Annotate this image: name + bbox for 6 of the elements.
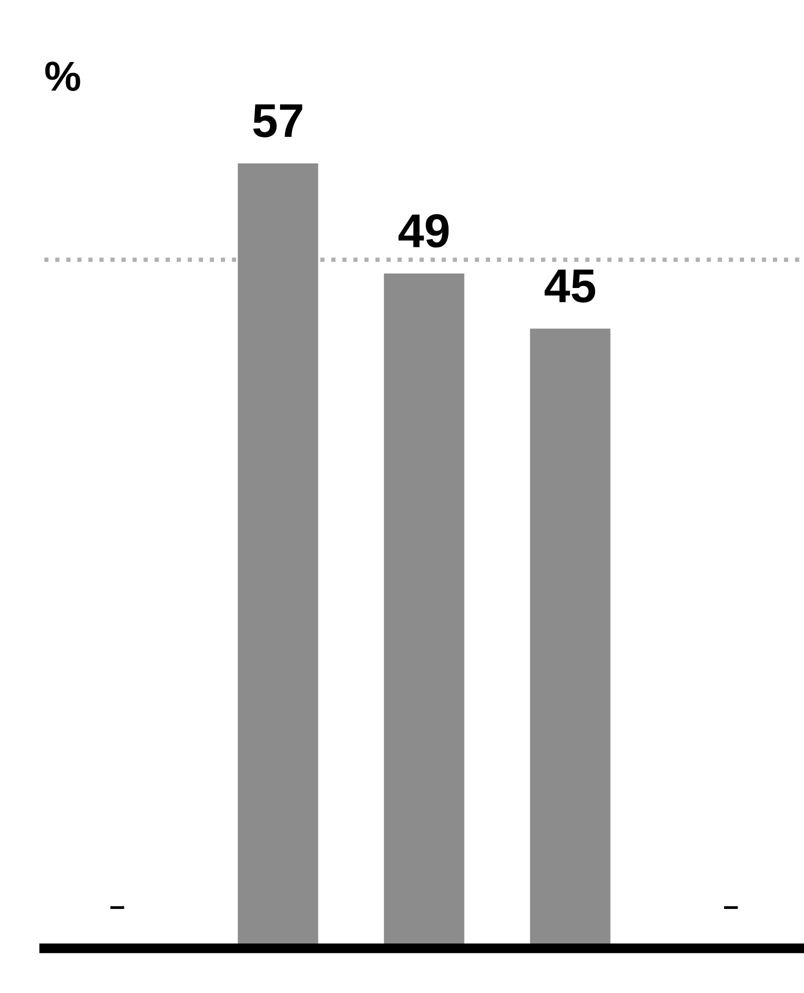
data-label: 57 — [253, 104, 302, 138]
data-label: 49 — [398, 214, 449, 248]
y-axis-title: % — [45, 62, 80, 91]
text: – — [110, 906, 124, 909]
text: – — [724, 906, 738, 909]
data-label: 45 — [544, 270, 596, 303]
